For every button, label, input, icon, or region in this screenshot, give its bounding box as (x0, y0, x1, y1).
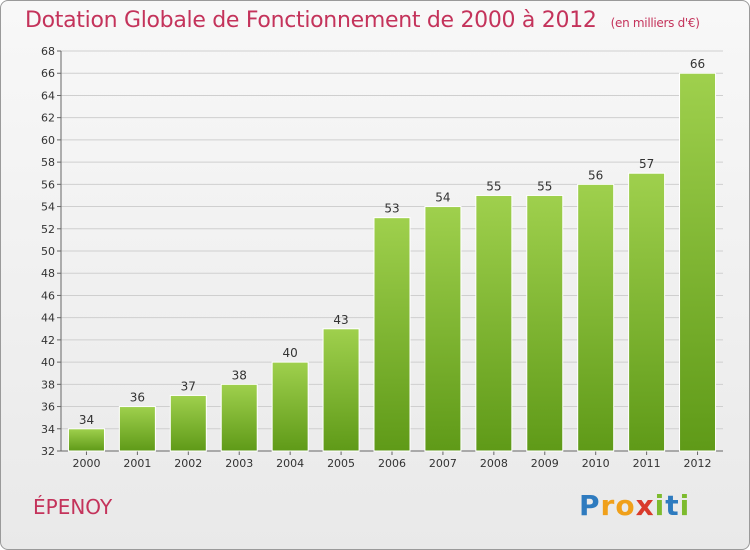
y-tick-label: 32 (41, 445, 55, 458)
y-tick-label: 34 (41, 423, 55, 436)
chart-title-text: Dotation Globale de Fonctionnement de 20… (25, 8, 597, 33)
data-label: 37 (181, 379, 196, 393)
bar (271, 361, 309, 452)
y-tick-label: 64 (41, 89, 55, 102)
x-tick-label: 2010 (582, 457, 610, 470)
axes: 32 34 36 38 40 42 44 46 48 50 52 54 56 58 60 62 64 66 68 20… (41, 45, 723, 470)
x-tick-label: 2008 (480, 457, 508, 470)
data-label: 36 (130, 391, 145, 405)
x-tick-label: 2002 (174, 457, 202, 470)
bar (322, 328, 360, 452)
y-tick-label: 58 (41, 156, 55, 169)
y-tick-label: 36 (41, 401, 55, 414)
data-label: 53 (384, 202, 399, 216)
x-tick-label: 2011 (633, 457, 661, 470)
proxiti-logo[interactable]: Proxiti (579, 489, 690, 522)
x-tick-label: 2003 (225, 457, 253, 470)
data-label: 40 (283, 346, 298, 360)
data-label: 43 (333, 313, 348, 327)
data-label: 55 (486, 179, 501, 193)
data-label: 55 (537, 179, 552, 193)
y-tick-label: 42 (41, 334, 55, 347)
bar (118, 406, 156, 452)
data-label: 66 (690, 57, 705, 71)
y-tick-label: 66 (41, 67, 55, 80)
logo-letter: o (615, 489, 636, 522)
bar (679, 72, 717, 452)
data-label: 38 (232, 368, 247, 382)
x-tick-label: 2000 (72, 457, 100, 470)
logo-letter: i (679, 489, 691, 522)
logo-letter: x (635, 489, 655, 522)
bar (220, 383, 258, 452)
x-tick-label: 2005 (327, 457, 355, 470)
y-tick-label: 68 (41, 45, 55, 58)
chart-subtitle: (en milliers d'€) (610, 16, 700, 30)
data-label: 56 (588, 168, 603, 182)
x-tick-label: 2007 (429, 457, 457, 470)
y-tick-label: 50 (41, 245, 55, 258)
y-tick-label: 44 (41, 312, 55, 325)
bar (577, 183, 615, 452)
chart-title: Dotation Globale de Fonctionnement de 20… (25, 8, 700, 33)
x-tick-label: 2009 (531, 457, 559, 470)
data-label: 54 (435, 191, 450, 205)
logo-letter: i (654, 489, 666, 522)
bar (67, 428, 105, 452)
y-tick-label: 54 (41, 201, 55, 214)
logo-letter: t (665, 489, 680, 522)
bar (424, 206, 462, 452)
bar (628, 172, 666, 452)
bar (169, 394, 207, 452)
y-tick-label: 52 (41, 223, 55, 236)
y-tick-label: 40 (41, 356, 55, 369)
data-label: 34 (79, 413, 94, 427)
y-tick-label: 38 (41, 378, 55, 391)
x-tick-label: 2012 (684, 457, 712, 470)
bar (475, 194, 513, 452)
data-labels: 34 36 37 38 40 43 53 54 55 55 56 57 66 (79, 57, 705, 427)
data-label: 57 (639, 157, 654, 171)
y-tick-label: 56 (41, 178, 55, 191)
x-tick-label: 2004 (276, 457, 304, 470)
logo-letter: P (579, 489, 601, 522)
bar (373, 217, 411, 452)
y-tick-label: 48 (41, 267, 55, 280)
y-tick-label: 60 (41, 134, 55, 147)
commune-name: ÉPENOY (33, 495, 113, 519)
y-tick-label: 62 (41, 112, 55, 125)
x-tick-label: 2006 (378, 457, 406, 470)
x-tick-label: 2001 (123, 457, 151, 470)
logo-letter: r (600, 489, 616, 522)
bar (526, 194, 564, 452)
y-tick-label: 46 (41, 289, 55, 302)
bars (67, 72, 717, 452)
